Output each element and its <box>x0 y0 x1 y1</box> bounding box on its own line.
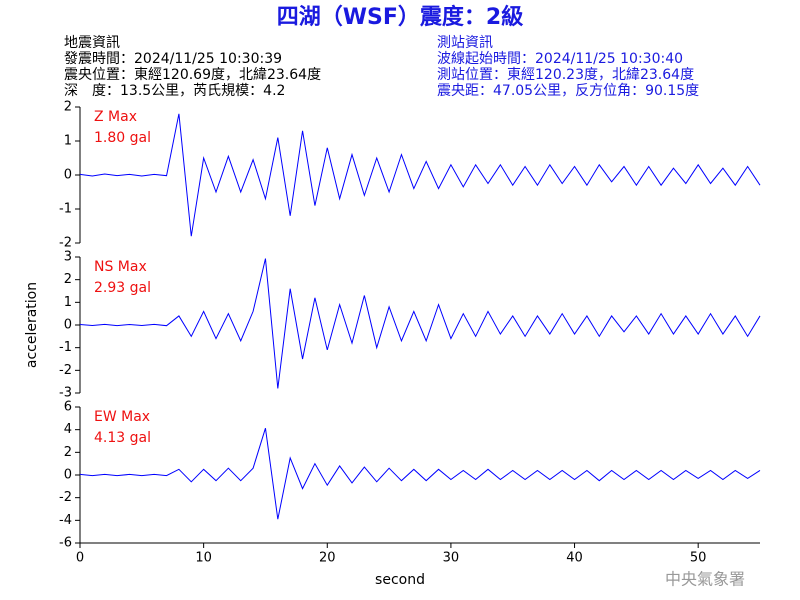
title: 四湖（WSF）震度：2級 <box>277 4 523 30</box>
info-line: 震央距：47.05公里，反方位角：90.15度 <box>437 83 699 99</box>
x-tick-label: 0 <box>76 551 84 566</box>
x-axis-label: second <box>375 572 425 588</box>
y-tick-label: 1 <box>64 134 72 149</box>
station-info-right: 測站資訊 波線起始時間：2024/11/25 10:30:40 測站位置：東經1… <box>437 35 699 99</box>
waveform <box>79 258 761 389</box>
annotation: 1.80 gal <box>94 130 151 146</box>
y-tick-label: -2 <box>59 363 72 378</box>
y-tick-label: 4 <box>64 422 72 437</box>
y-tick-label: 0 <box>64 468 72 483</box>
x-tick-label: 10 <box>195 551 212 566</box>
x-tick-label: 30 <box>443 551 460 566</box>
y-tick-label: -1 <box>59 202 72 217</box>
y-tick-label: 2 <box>64 100 72 115</box>
waveform <box>79 428 761 520</box>
y-tick-label: 0 <box>64 318 72 333</box>
station-info-left: 地震資訊 發震時間：2024/11/25 10:30:39 震央位置：東經120… <box>64 35 321 99</box>
info-line: 震央位置：東經120.69度，北緯23.64度 <box>64 67 321 83</box>
waveform <box>79 113 761 237</box>
x-tick-label: 20 <box>319 551 336 566</box>
info-line: 發震時間：2024/11/25 10:30:39 <box>64 51 282 67</box>
annotation: Z Max <box>94 109 137 125</box>
y-tick-label: -3 <box>59 386 72 401</box>
info-line: 深 度：13.5公里，芮氏規模：4.2 <box>64 82 285 99</box>
y-tick-label: -1 <box>59 340 72 355</box>
info-line: 波線起始時間：2024/11/25 10:30:40 <box>437 51 683 67</box>
y-tick-label: -2 <box>59 490 72 505</box>
info-line: 測站資訊 <box>437 35 493 51</box>
annotation: 2.93 gal <box>94 280 151 296</box>
y-tick-label: -4 <box>59 513 72 528</box>
info-line: 地震資訊 <box>64 35 120 51</box>
info-line: 測站位置：東經120.23度，北緯23.64度 <box>437 67 694 83</box>
annotation: 4.13 gal <box>94 430 151 446</box>
y-tick-label: -6 <box>59 536 72 551</box>
y-tick-label: 2 <box>64 272 72 287</box>
x-tick-label: 50 <box>690 551 707 566</box>
y-tick-label: 2 <box>64 445 72 460</box>
y-tick-label: 3 <box>64 250 72 265</box>
annotation: EW Max <box>94 409 150 425</box>
y-tick-label: 1 <box>64 295 72 310</box>
y-tick-label: 6 <box>64 400 72 415</box>
footer: 中央氣象署 <box>665 570 745 589</box>
annotation: NS Max <box>94 259 147 275</box>
y-tick-label: 0 <box>64 168 72 183</box>
y-axis-label: acceleration <box>24 282 40 368</box>
x-tick-label: 40 <box>566 551 583 566</box>
y-tick-label: -2 <box>59 236 72 251</box>
